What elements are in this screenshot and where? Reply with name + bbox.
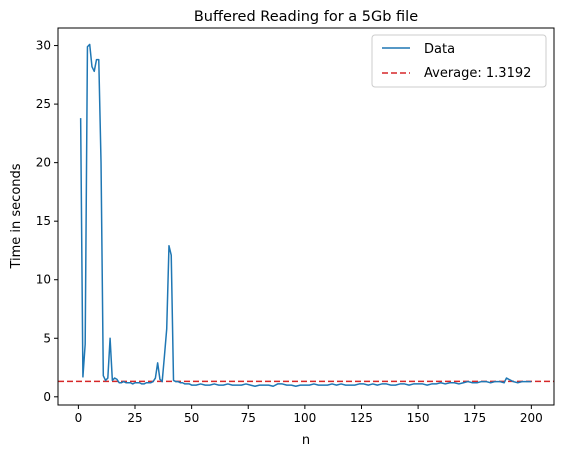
x-tick-label: 0 — [75, 411, 83, 425]
x-tick-label: 100 — [293, 411, 316, 425]
axes-frame — [57, 27, 555, 406]
x-tick-label: 150 — [407, 411, 430, 425]
x-tick-label: 50 — [184, 411, 199, 425]
legend-average-label: Average: 1.3192 — [424, 66, 531, 81]
x-tick-label: 200 — [520, 411, 543, 425]
y-axis-ticks: 0 5 10 15 20 25 30 — [36, 39, 58, 404]
chart-title: Buffered Reading for a 5Gb file — [194, 9, 418, 25]
y-tick-label: 30 — [36, 39, 51, 53]
y-tick-label: 10 — [36, 273, 51, 287]
x-axis-label: n — [302, 433, 310, 448]
x-axis-ticks: 0 25 50 75 100 125 150 175 200 — [75, 405, 543, 425]
x-tick-label: 175 — [463, 411, 486, 425]
y-tick-label: 0 — [43, 390, 51, 404]
x-tick-label: 25 — [127, 411, 142, 425]
data-series-line — [79, 43, 532, 388]
y-tick-label: 20 — [36, 156, 51, 170]
y-tick-label: 5 — [43, 331, 51, 345]
legend: Data Average: 1.3192 — [371, 34, 547, 88]
legend-box — [371, 34, 547, 88]
y-tick-label: 25 — [36, 97, 51, 111]
x-tick-label: 125 — [350, 411, 373, 425]
x-tick-label: 75 — [241, 411, 256, 425]
legend-data-label: Data — [424, 42, 455, 57]
y-tick-label: 15 — [36, 214, 51, 228]
y-axis-label: Time in seconds — [9, 163, 24, 269]
plot-area — [58, 43, 554, 388]
